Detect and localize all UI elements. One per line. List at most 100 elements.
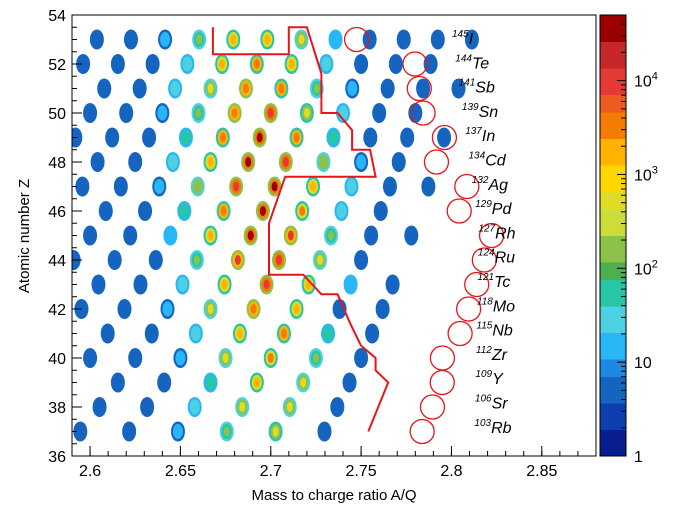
isotope-blob-core — [170, 81, 181, 96]
isotope-circle — [343, 26, 370, 53]
isotope-blob — [97, 78, 112, 99]
y-tick-label: 46 — [48, 204, 66, 221]
isotope-circle — [455, 296, 482, 322]
isotope-circle — [454, 173, 480, 200]
isotope-blob-core — [366, 228, 377, 243]
acceptance-boundary-path — [211, 26, 390, 432]
colorbar-tick-base: 10 — [634, 261, 652, 278]
colorbar-segment — [600, 385, 626, 395]
isotope-blob — [416, 78, 431, 99]
colorbar-segment — [600, 332, 626, 342]
isotope-blob-peak — [196, 34, 203, 45]
isotope-blob — [342, 372, 357, 393]
colorbar-segment — [600, 429, 626, 439]
isotope-element: Rh — [495, 225, 516, 242]
isotope-blob-peak — [272, 426, 279, 437]
isotope-blob — [123, 225, 138, 246]
isotope-blob — [105, 127, 120, 148]
colorbar-segment — [600, 200, 626, 210]
isotope-blob — [83, 103, 98, 123]
isotope-blob-peak — [219, 132, 226, 143]
isotope-blob-peak — [317, 255, 324, 265]
isotope-blob — [332, 299, 347, 319]
isotope-blob — [90, 152, 105, 172]
isotope-blob-peak — [293, 304, 300, 314]
isotope-mass-number: 139 — [462, 102, 479, 113]
isotope-blob — [404, 225, 419, 246]
isotope-blob — [133, 274, 148, 295]
isotope-circle — [406, 75, 432, 102]
isotope-blob-peak — [231, 108, 238, 118]
circled-isotopes — [343, 26, 505, 445]
colorbar-segment — [600, 376, 626, 386]
isotope-blob-peak — [256, 132, 263, 143]
isotope-blob-core — [180, 130, 191, 145]
isotope-blob-peak — [282, 157, 289, 167]
isotope-element: Sn — [479, 104, 499, 121]
isotope-blob-peak — [299, 206, 306, 216]
isotope-blob-peak — [247, 230, 254, 241]
isotope-blob-core — [165, 228, 176, 243]
colorbar-segment — [600, 314, 626, 325]
isotope-label: 118Mo — [477, 296, 515, 315]
colorbar-segment — [600, 297, 626, 307]
colorbar-segment — [600, 253, 626, 263]
isotope-blob — [89, 29, 104, 50]
isotope-blob — [373, 201, 388, 221]
isotope-blob — [385, 274, 400, 295]
isotope-blob — [382, 176, 397, 197]
isotope-circle — [429, 369, 455, 396]
isotope-blob-peak — [263, 279, 270, 290]
isotope-blob — [365, 323, 380, 344]
isotope-circle — [447, 320, 473, 347]
isotope-mass-number: 127 — [478, 223, 495, 234]
isotope-blob — [354, 250, 369, 270]
isotope-blob — [330, 397, 345, 417]
isotope-element: Nb — [492, 323, 513, 340]
colorbar-segment — [600, 350, 626, 360]
isotope-mass-number: 118 — [477, 296, 493, 307]
isotope-blob — [113, 176, 128, 197]
isotope-blob — [140, 397, 155, 417]
isotope-blob-core — [365, 130, 376, 145]
colorbar-tick-base: 10 — [634, 167, 652, 184]
colorbar-segment — [600, 420, 626, 431]
colorbar-tick-label: 1 — [634, 449, 643, 466]
isotope-blob — [100, 323, 115, 344]
colorbar-tick-base: 10 — [634, 74, 652, 91]
isotope-blob-core — [346, 179, 357, 194]
colorbar-segment — [600, 138, 626, 148]
isotope-blob-peak — [271, 181, 278, 192]
isotope-blob — [107, 250, 122, 270]
isotope-element: Cd — [485, 153, 507, 170]
isotope-blob — [400, 127, 415, 148]
isotope-blob-core — [336, 203, 347, 219]
isotope-blob — [437, 127, 452, 148]
colorbar-segment — [600, 129, 626, 139]
colorbar-segment — [600, 358, 626, 369]
isotope-circle — [471, 247, 497, 273]
isotope-blob-peak — [288, 59, 295, 69]
isotope-blob-peak — [207, 304, 214, 314]
isotope-mass-number: 134 — [469, 151, 486, 162]
colorbar-tick-label: 104 — [634, 71, 658, 91]
colorbar-segment — [600, 67, 626, 78]
isotope-element: I — [469, 31, 474, 48]
colorbar-segment — [600, 235, 626, 245]
x-axis-title: Mass to charge ratio A/Q — [251, 487, 416, 504]
isotope-blob — [421, 176, 436, 197]
isotope-blob-peak — [221, 279, 228, 290]
isotope-blob-peak — [234, 255, 241, 265]
isotope-blob-core — [150, 252, 161, 268]
isotope-element: Y — [492, 371, 504, 388]
colorbar-segment — [600, 270, 626, 281]
x-tick-label: 2.65 — [165, 463, 196, 480]
isotope-element: Te — [472, 55, 489, 72]
isotope-blob — [98, 201, 113, 221]
isotope-blob — [157, 372, 172, 393]
isotope-label: 124Ru — [478, 248, 515, 267]
colorbar-tick-exponent: 4 — [652, 71, 658, 83]
isotope-blob-core — [175, 350, 186, 366]
isotope-circle — [431, 124, 458, 151]
